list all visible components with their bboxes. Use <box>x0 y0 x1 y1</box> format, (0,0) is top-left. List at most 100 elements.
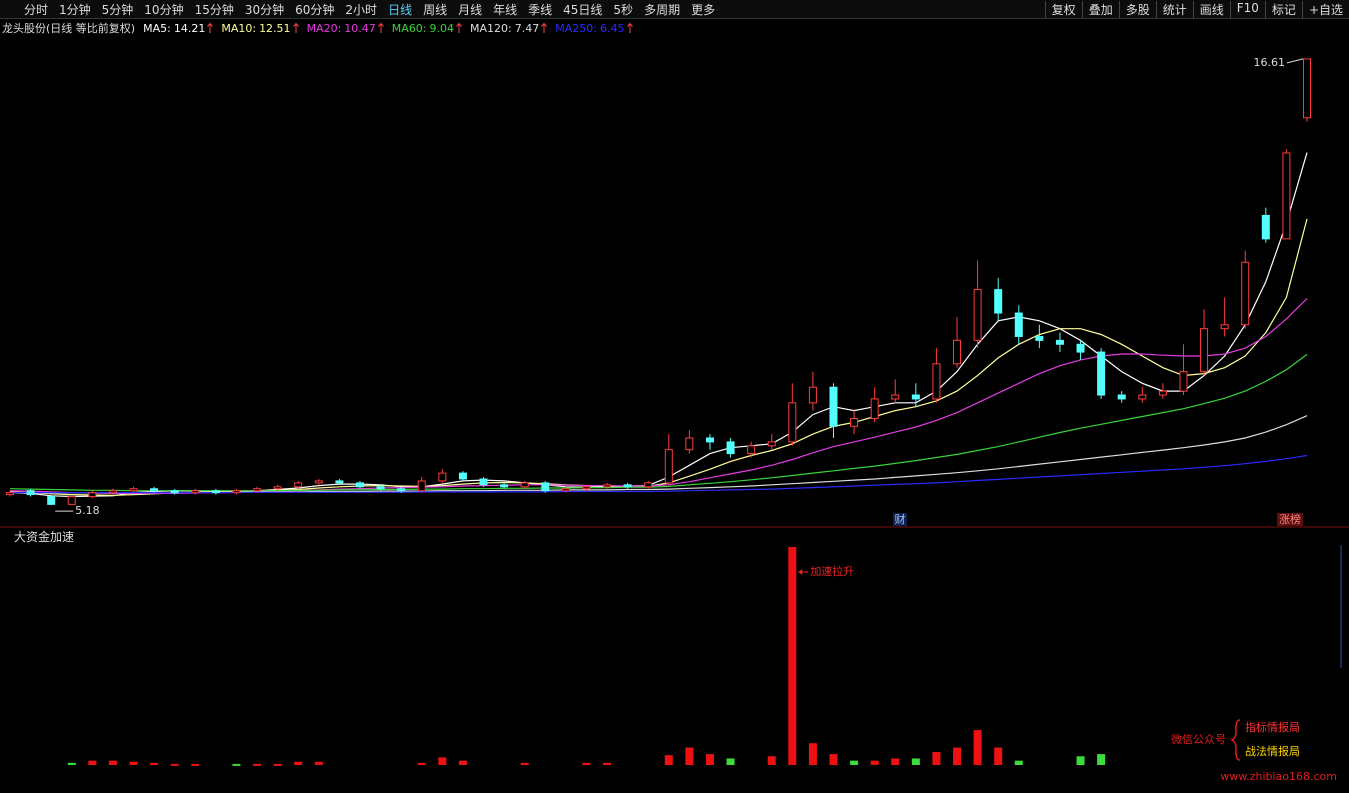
bar <box>788 547 797 765</box>
candle-body <box>644 482 653 488</box>
trend-arrow <box>207 23 214 33</box>
candle-body <box>1241 261 1250 326</box>
period-tab[interactable]: 日线 <box>388 2 413 17</box>
period-tab[interactable]: 周线 <box>423 2 448 17</box>
candle-body <box>67 496 76 505</box>
candle-body <box>253 488 262 492</box>
bar <box>932 751 941 765</box>
candle-body <box>726 441 735 455</box>
watermark-brace <box>1230 719 1241 761</box>
annotation: 加速拉升 <box>810 564 854 578</box>
candle-body <box>1200 328 1209 373</box>
min-price-label: 5.18 <box>75 504 100 517</box>
period-tab[interactable]: 分时 <box>24 2 49 17</box>
trend-arrow-shape <box>207 23 214 33</box>
candle-body <box>6 492 14 496</box>
bar <box>67 762 76 765</box>
tool-button[interactable]: +自选 <box>1301 0 1349 18</box>
bar <box>829 754 838 765</box>
bar <box>417 762 426 765</box>
candle-body <box>26 490 35 496</box>
legend-item: MA2010.47 <box>307 22 384 35</box>
candle-body <box>561 488 570 492</box>
indicator-title: 大资金加速 <box>14 530 75 544</box>
period-tab[interactable]: 45日线 <box>563 2 603 17</box>
trend-arrow <box>292 23 299 33</box>
period-tab[interactable]: 30分钟 <box>244 2 285 17</box>
period-tab[interactable]: 1分钟 <box>59 2 91 17</box>
period-tab[interactable]: 2小时 <box>345 2 378 17</box>
candle-body <box>1303 58 1311 119</box>
candle-body <box>376 486 385 490</box>
bar <box>973 730 982 765</box>
period-tab[interactable]: 更多 <box>691 2 716 17</box>
candle-body <box>870 398 879 419</box>
bar <box>314 761 323 765</box>
candle-body <box>129 488 138 492</box>
period-tab[interactable]: 年线 <box>493 2 518 17</box>
tool-button[interactable]: 叠加 <box>1081 0 1119 18</box>
legend-name: MA120 <box>470 22 515 35</box>
event-marker-bg <box>893 513 907 526</box>
candle-body <box>1158 390 1167 396</box>
legend-item: MA609.04 <box>392 22 462 35</box>
tool-button[interactable]: 统计 <box>1155 0 1193 18</box>
candle-body <box>1055 339 1064 345</box>
candle-body <box>932 363 941 400</box>
tool-button[interactable]: 多股 <box>1118 0 1156 18</box>
candle-body <box>191 490 200 494</box>
legend-item: MA1207.47 <box>470 21 548 35</box>
period-tab[interactable]: 10分钟 <box>144 2 184 17</box>
candle-body <box>953 339 962 365</box>
bar <box>191 763 200 766</box>
candle-body <box>541 482 550 492</box>
trend-arrow-shape <box>626 23 633 33</box>
candle-body <box>314 480 323 484</box>
candle-body <box>973 289 982 341</box>
tool-button[interactable]: 画线 <box>1192 0 1230 18</box>
trend-arrow-shape <box>292 23 299 33</box>
legend-name: MA20 <box>307 22 345 35</box>
watermark-account: 微信公众号 <box>1171 732 1226 746</box>
tool-button[interactable]: F10 <box>1229 0 1265 18</box>
bar <box>891 758 900 765</box>
max-price-pointer <box>1286 58 1304 64</box>
period-tab[interactable]: 多周期 <box>644 2 681 17</box>
candle-body <box>294 482 303 488</box>
period-tab[interactable]: 5分钟 <box>101 2 134 17</box>
legend-value: 10.47 <box>344 21 376 35</box>
legend-value: 7.47 <box>514 21 540 35</box>
legend-name: MA60 <box>392 22 430 35</box>
watermark-name: 指标情报局 <box>1245 720 1300 734</box>
trend-arrow <box>456 23 462 33</box>
tool-button[interactable]: 标记 <box>1264 0 1302 18</box>
candle-body <box>397 488 406 492</box>
bar <box>870 760 879 765</box>
bar <box>253 763 262 766</box>
candle-body <box>1282 152 1291 240</box>
trend-arrow <box>626 23 633 33</box>
period-tabs: 分时 1分钟 5分钟 10分钟 15分钟 30分钟 60分钟 2小时 日线 周线 月线 年线 季线 45日… <box>0 1 715 18</box>
candle-body <box>1076 343 1085 353</box>
candle-body <box>47 496 56 505</box>
candle-body <box>808 386 817 404</box>
period-tab[interactable]: 5秒 <box>613 2 634 17</box>
period-tab[interactable]: 月线 <box>458 2 483 17</box>
bar <box>458 760 467 765</box>
bar <box>850 760 859 765</box>
bar <box>994 747 1003 765</box>
bar <box>520 762 529 765</box>
candle-body <box>582 486 591 490</box>
period-tab[interactable]: 15分钟 <box>194 2 234 17</box>
chart-title: 龙头股份(日线 等比前复权) <box>2 22 136 35</box>
event-marker: 财 <box>895 512 906 526</box>
tool-button[interactable]: 复权 <box>1044 0 1082 18</box>
period-tab[interactable]: 季线 <box>528 2 553 17</box>
bar <box>726 758 735 765</box>
candle-body <box>108 490 117 494</box>
max-price-label: 16.61 <box>1254 56 1286 69</box>
trend-arrow-shape <box>541 23 548 33</box>
period-tab[interactable]: 60分钟 <box>295 2 335 17</box>
